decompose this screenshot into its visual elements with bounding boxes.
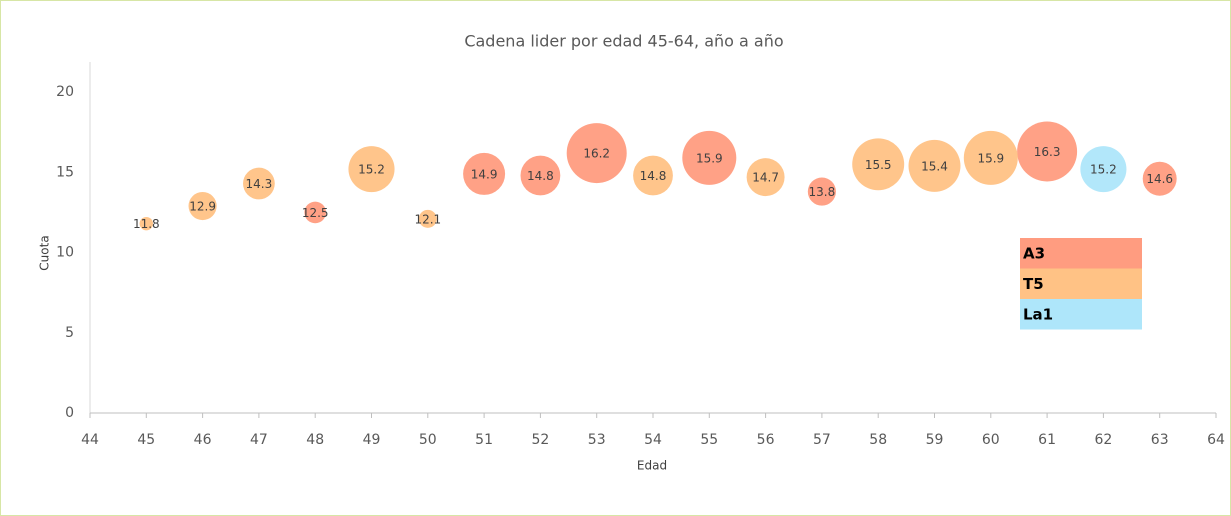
- x-tick-label: 48: [306, 432, 324, 448]
- bubble: [463, 152, 506, 195]
- data-label: 15.2: [1090, 163, 1117, 177]
- bubble: [304, 201, 327, 224]
- bubble: [746, 158, 785, 197]
- bubble: [633, 155, 673, 196]
- data-label: 14.7: [752, 171, 779, 185]
- data-label: 13.8: [809, 185, 836, 199]
- data-label: 14.8: [640, 169, 667, 183]
- data-label: 12.9: [189, 200, 216, 214]
- bubble: [566, 123, 627, 184]
- bubble: [139, 216, 154, 231]
- x-tick-label: 57: [813, 432, 831, 448]
- x-tick-label: 47: [250, 432, 268, 448]
- bubble: [1080, 146, 1127, 193]
- x-axis-label: Edad: [637, 459, 667, 473]
- x-tick-label: 52: [531, 432, 549, 448]
- bubble: [418, 209, 437, 228]
- data-label: 11.8: [133, 217, 160, 231]
- legend-label: A3: [1023, 245, 1045, 263]
- bubble: [908, 139, 961, 192]
- data-label: 12.5: [302, 206, 329, 220]
- data-label: 15.9: [977, 151, 1004, 165]
- bubble: [963, 130, 1018, 185]
- x-tick-label: 50: [419, 432, 437, 448]
- x-tick-label: 49: [363, 432, 381, 448]
- y-tick-label: 10: [56, 245, 74, 261]
- data-label: 14.9: [471, 167, 498, 181]
- data-label: 14.8: [527, 169, 554, 183]
- data-label: 14.3: [246, 177, 273, 191]
- bubble: [1017, 121, 1078, 182]
- x-tick-label: 64: [1207, 432, 1225, 448]
- bubble: [188, 191, 217, 221]
- x-tick-label: 59: [926, 432, 944, 448]
- data-label: 15.5: [865, 158, 892, 172]
- x-tick-label: 54: [644, 432, 662, 448]
- data-label: 12.1: [414, 212, 441, 226]
- x-tick-label: 53: [588, 432, 606, 448]
- legend-swatch: [1020, 268, 1142, 299]
- legend-label: La1: [1023, 306, 1053, 324]
- data-label: 14.6: [1146, 172, 1173, 186]
- x-tick-label: 45: [137, 432, 155, 448]
- x-tick-label: 55: [700, 432, 718, 448]
- y-axis-label: Cuota: [38, 235, 52, 270]
- data-label: 16.3: [1034, 145, 1061, 159]
- legend-swatch: [1020, 238, 1142, 269]
- y-tick-label: 0: [65, 405, 74, 421]
- data-label: 15.4: [921, 159, 948, 173]
- bubble: [348, 146, 395, 193]
- legend-swatch: [1020, 299, 1142, 330]
- chart-title: Cadena lider por edad 45-64, año a año: [464, 32, 783, 51]
- x-tick-label: 61: [1038, 432, 1056, 448]
- x-tick-label: 63: [1151, 432, 1169, 448]
- bubble: [682, 130, 737, 185]
- x-tick-label: 62: [1094, 432, 1112, 448]
- bubble: [807, 177, 836, 206]
- x-tick-label: 44: [81, 432, 99, 448]
- y-tick-label: 20: [56, 84, 74, 100]
- bubble: [520, 155, 561, 196]
- bubble: [852, 138, 905, 191]
- x-tick-label: 51: [475, 432, 493, 448]
- x-tick-label: 56: [757, 432, 775, 448]
- x-tick-label: 46: [194, 432, 212, 448]
- x-tick-label: 60: [982, 432, 1000, 448]
- data-label: 15.2: [358, 163, 385, 177]
- bubble: [1142, 161, 1177, 196]
- data-label: 15.9: [696, 151, 723, 165]
- bubble: [243, 167, 275, 200]
- data-label: 16.2: [583, 147, 610, 161]
- y-tick-label: 15: [56, 164, 74, 180]
- y-tick-label: 5: [65, 325, 74, 341]
- legend-label: T5: [1023, 275, 1044, 293]
- x-tick-label: 58: [869, 432, 887, 448]
